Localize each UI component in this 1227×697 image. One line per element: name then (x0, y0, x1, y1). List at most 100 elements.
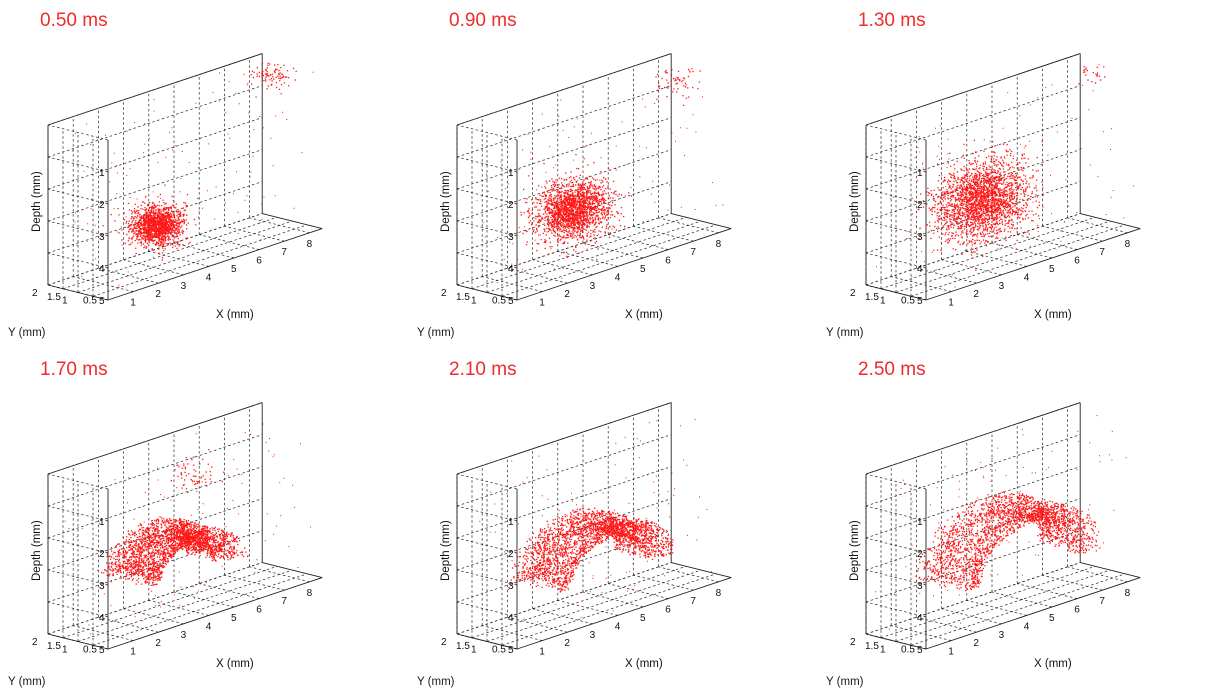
x-tick-label: 2 (973, 638, 979, 649)
panel-title: 0.90 ms (449, 10, 517, 31)
grid-line (199, 234, 260, 250)
y-tick-label: 1.5 (456, 641, 470, 652)
data-points (72, 62, 314, 288)
grid (456, 402, 719, 650)
grid-line (47, 124, 109, 141)
panel-title: 2.50 ms (858, 359, 926, 380)
x-axis-line (516, 577, 732, 650)
y-tick-label: 0.5 (901, 644, 915, 655)
x-axis-line (516, 228, 732, 301)
panel-title: 0.50 ms (40, 10, 108, 31)
grid-line (456, 117, 672, 190)
grid-line (456, 156, 518, 173)
grid-line (991, 591, 1053, 608)
grid-line (249, 217, 310, 234)
y-tick-label: 2 (441, 288, 447, 299)
grid-line (865, 220, 927, 237)
y-axis-line (47, 284, 109, 301)
grid-line (501, 573, 717, 646)
grid-line (658, 217, 719, 234)
x-tick-label: 1 (130, 298, 136, 309)
box-edge (47, 402, 263, 475)
z-tick-label: 4 (917, 264, 923, 275)
x-tick-label: 5 (1049, 264, 1055, 275)
data-points (60, 423, 312, 635)
grid-line (456, 434, 672, 507)
x-tick-label: 4 (1024, 621, 1030, 632)
grid-line (47, 85, 263, 158)
grid-line (941, 608, 1002, 625)
plot-panel-0-90ms: 0.90 ms 1 2 3 4 5 6 7 8 1 2 3 4 5 0.5 1 1.5 2 X (mm) Y (mm… (409, 0, 818, 348)
box-edge (262, 213, 323, 230)
axis-labels: X (mm) Y (mm) Depth (mm) (417, 520, 663, 688)
grid-line (865, 473, 927, 490)
grid-line (1067, 217, 1128, 234)
y-tick-label: 1 (880, 645, 886, 656)
grid-line (47, 505, 109, 522)
x-tick-label: 8 (716, 588, 722, 599)
y-tick-label: 0.5 (492, 295, 506, 306)
y-axis-line (456, 284, 518, 301)
grid-line (456, 124, 518, 141)
box-edge (671, 213, 732, 230)
axis-labels: X (mm) Y (mm) Depth (mm) (417, 171, 663, 339)
grid-line (916, 616, 977, 633)
y-tick-label: 1 (62, 645, 68, 656)
y-tick-label: 1 (62, 296, 68, 307)
y-axis-line (47, 633, 109, 650)
z-tick-label: 1 (99, 517, 105, 528)
x-tick-label: 4 (206, 621, 212, 632)
z-tick-label: 4 (917, 613, 923, 624)
y-tick-label: 2 (850, 288, 856, 299)
grid-line (456, 85, 672, 158)
grid (47, 53, 310, 301)
x-tick-label: 5 (231, 613, 237, 624)
x-tick-label: 5 (640, 264, 646, 275)
axes (865, 53, 1141, 301)
grid-line (62, 565, 278, 639)
grid-line (47, 156, 109, 173)
x-tick-label: 7 (1099, 596, 1105, 607)
x-tick-label: 1 (130, 647, 136, 658)
x-tick-label: 7 (281, 596, 287, 607)
x-tick-label: 4 (615, 621, 621, 632)
panel-title: 1.70 ms (40, 359, 108, 380)
grid-line (471, 565, 687, 639)
z-tick-label: 3 (508, 232, 514, 243)
z-tick-label: 1 (508, 168, 514, 179)
grid-line (608, 234, 669, 250)
grid-line (865, 124, 927, 141)
y-tick-label: 2 (32, 637, 38, 648)
box-edge (456, 53, 672, 126)
point-cloud (874, 64, 1134, 288)
z-tick-label: 2 (99, 549, 105, 560)
x-axis-label: X (mm) (1034, 309, 1072, 321)
grid-line (910, 224, 1126, 297)
z-tick-label: 2 (917, 200, 923, 211)
point-cloud (479, 419, 712, 623)
z-tick-label: 5 (99, 645, 105, 656)
x-tick-label: 5 (1049, 613, 1055, 624)
z-tick-label: 5 (508, 296, 514, 307)
grid-line (582, 591, 644, 608)
z-tick-label: 2 (99, 200, 105, 211)
y-tick-label: 1 (471, 296, 477, 307)
z-axis-label: Depth (mm) (849, 520, 861, 581)
x-tick-label: 6 (1074, 605, 1080, 616)
axes (47, 402, 323, 650)
z-tick-label: 1 (917, 517, 923, 528)
data-points (479, 419, 712, 623)
y-tick-label: 2 (441, 637, 447, 648)
y-axis-label: Y (mm) (8, 327, 46, 339)
x-axis-line (107, 228, 323, 301)
point-cloud (72, 62, 314, 288)
grid-line (991, 242, 1053, 259)
y-tick-label: 1.5 (865, 292, 879, 303)
box-edge (1080, 213, 1141, 230)
